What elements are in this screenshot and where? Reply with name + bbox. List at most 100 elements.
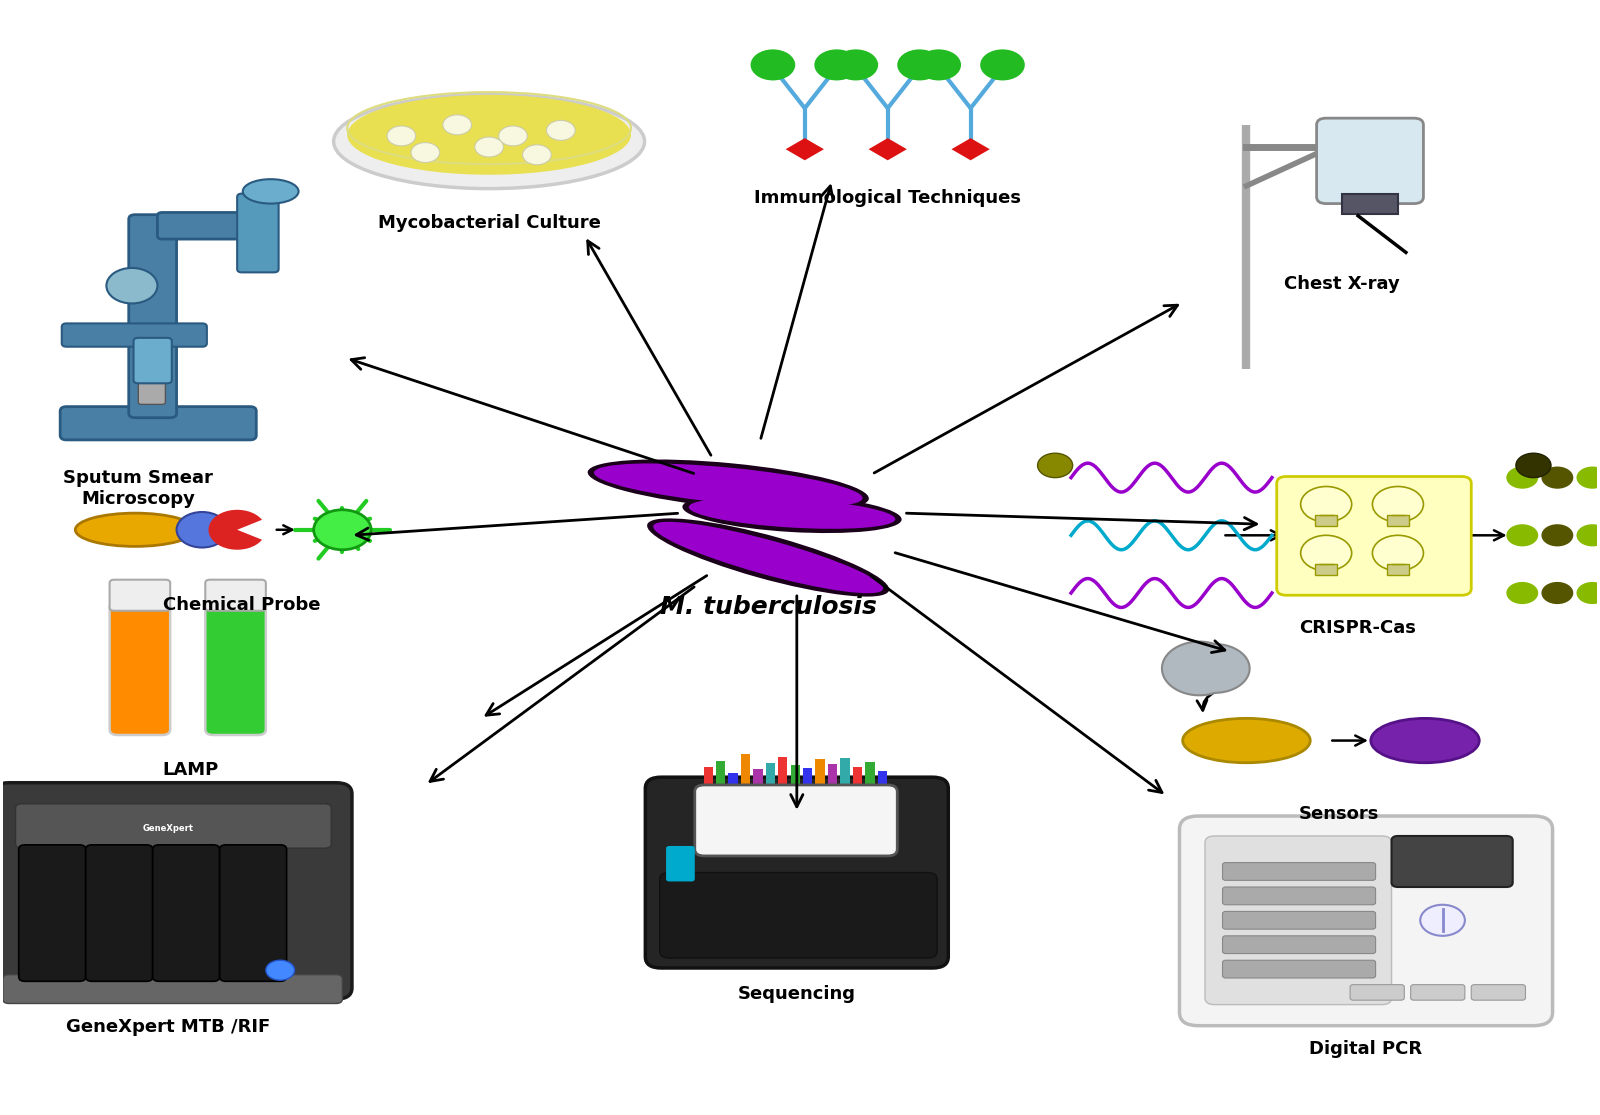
FancyBboxPatch shape [694,785,898,856]
Circle shape [1541,466,1573,488]
Circle shape [475,137,504,157]
Circle shape [411,143,440,163]
Circle shape [443,115,472,135]
Ellipse shape [1182,718,1310,763]
FancyBboxPatch shape [110,580,170,611]
Circle shape [1576,466,1600,488]
Circle shape [898,49,942,80]
Circle shape [107,268,157,303]
FancyBboxPatch shape [1392,836,1512,888]
Bar [778,757,787,785]
Bar [766,763,774,785]
Bar [1315,515,1338,526]
Ellipse shape [75,513,195,546]
FancyBboxPatch shape [16,804,331,849]
FancyBboxPatch shape [1411,985,1466,1000]
FancyBboxPatch shape [19,845,86,981]
Text: M. tuberculosis: M. tuberculosis [659,595,877,620]
FancyBboxPatch shape [62,323,206,347]
FancyBboxPatch shape [110,602,170,735]
Bar [1315,564,1338,575]
Ellipse shape [594,464,862,507]
FancyBboxPatch shape [1222,911,1376,929]
Bar [704,767,714,785]
Ellipse shape [688,497,896,529]
FancyBboxPatch shape [138,380,165,405]
Bar [790,765,800,785]
Text: Chest X-ray: Chest X-ray [1285,274,1400,292]
Bar [754,769,763,785]
Circle shape [1301,486,1352,522]
Circle shape [314,510,371,550]
FancyBboxPatch shape [86,845,152,981]
Circle shape [547,120,574,140]
FancyBboxPatch shape [1317,118,1424,204]
Circle shape [1506,466,1538,488]
Circle shape [1515,453,1550,477]
Circle shape [1421,904,1466,935]
Circle shape [266,960,294,980]
Text: GeneXpert MTB /RIF: GeneXpert MTB /RIF [67,1018,270,1036]
Circle shape [1576,582,1600,604]
FancyBboxPatch shape [0,783,352,999]
Bar [803,768,813,785]
Bar [853,767,862,785]
Text: Sensors: Sensors [1299,805,1379,823]
FancyBboxPatch shape [205,602,266,735]
Polygon shape [952,138,990,161]
Ellipse shape [683,493,902,533]
Polygon shape [786,138,824,161]
Text: Chemical Probe: Chemical Probe [163,597,320,614]
Text: Sputum Smear
Microscopy: Sputum Smear Microscopy [64,468,213,507]
FancyBboxPatch shape [1350,985,1405,1000]
FancyBboxPatch shape [61,407,256,440]
Circle shape [750,49,795,80]
FancyBboxPatch shape [205,580,266,611]
Ellipse shape [243,180,299,204]
FancyBboxPatch shape [1222,960,1376,978]
Ellipse shape [653,522,883,593]
Circle shape [1506,524,1538,546]
Circle shape [387,126,416,146]
Ellipse shape [334,95,645,188]
Polygon shape [1162,641,1250,696]
Text: GeneXpert: GeneXpert [142,824,194,833]
FancyBboxPatch shape [219,845,286,981]
FancyBboxPatch shape [128,215,176,418]
Circle shape [499,126,528,146]
Bar [728,773,738,785]
Circle shape [176,512,227,547]
Wedge shape [208,510,262,550]
Circle shape [1037,453,1072,477]
Circle shape [523,145,552,165]
Text: Sequencing: Sequencing [738,985,856,1002]
Text: Digital PCR: Digital PCR [1309,1040,1422,1058]
FancyBboxPatch shape [133,338,171,384]
Circle shape [1576,524,1600,546]
FancyBboxPatch shape [1205,836,1392,1005]
FancyBboxPatch shape [666,846,694,882]
Circle shape [917,49,962,80]
Ellipse shape [587,459,869,512]
FancyBboxPatch shape [1179,816,1552,1026]
Text: CRISPR-Cas: CRISPR-Cas [1299,619,1416,637]
Text: Mycobacterial Culture: Mycobacterial Culture [378,214,600,232]
FancyBboxPatch shape [1222,935,1376,953]
Bar [741,754,750,785]
Circle shape [1373,535,1424,571]
Circle shape [834,49,878,80]
FancyBboxPatch shape [211,627,259,727]
Bar [1387,515,1410,526]
FancyBboxPatch shape [115,627,163,727]
Bar [827,764,837,785]
FancyBboxPatch shape [1222,888,1376,904]
FancyBboxPatch shape [659,873,938,958]
FancyBboxPatch shape [645,777,949,968]
Circle shape [1541,524,1573,546]
Bar [878,770,886,785]
FancyBboxPatch shape [3,975,342,1004]
FancyBboxPatch shape [152,845,219,981]
Circle shape [1301,535,1352,571]
Polygon shape [869,138,907,161]
FancyBboxPatch shape [1472,985,1525,1000]
